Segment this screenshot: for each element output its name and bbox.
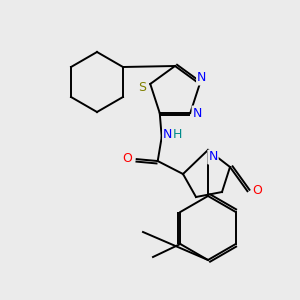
Text: N: N — [163, 128, 172, 140]
Text: O: O — [122, 152, 132, 164]
Text: N: N — [197, 71, 206, 85]
Text: O: O — [252, 184, 262, 197]
Text: H: H — [173, 128, 182, 140]
Text: S: S — [138, 82, 146, 94]
Text: N: N — [208, 151, 218, 164]
Text: N: N — [193, 106, 202, 119]
